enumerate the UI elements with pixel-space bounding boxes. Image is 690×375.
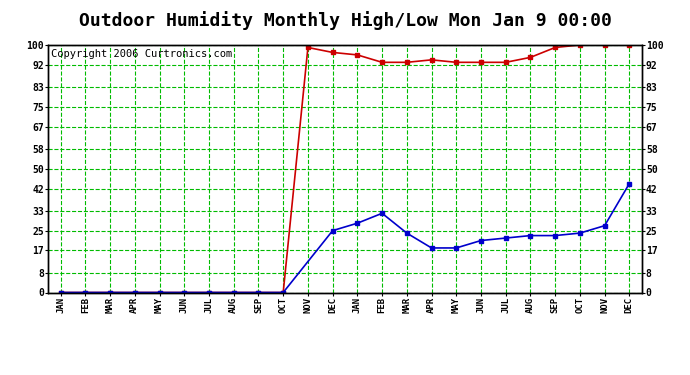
- Text: Outdoor Humidity Monthly High/Low Mon Jan 9 00:00: Outdoor Humidity Monthly High/Low Mon Ja…: [79, 11, 611, 30]
- Text: Copyright 2006 Curtronics.com: Copyright 2006 Curtronics.com: [51, 49, 233, 59]
